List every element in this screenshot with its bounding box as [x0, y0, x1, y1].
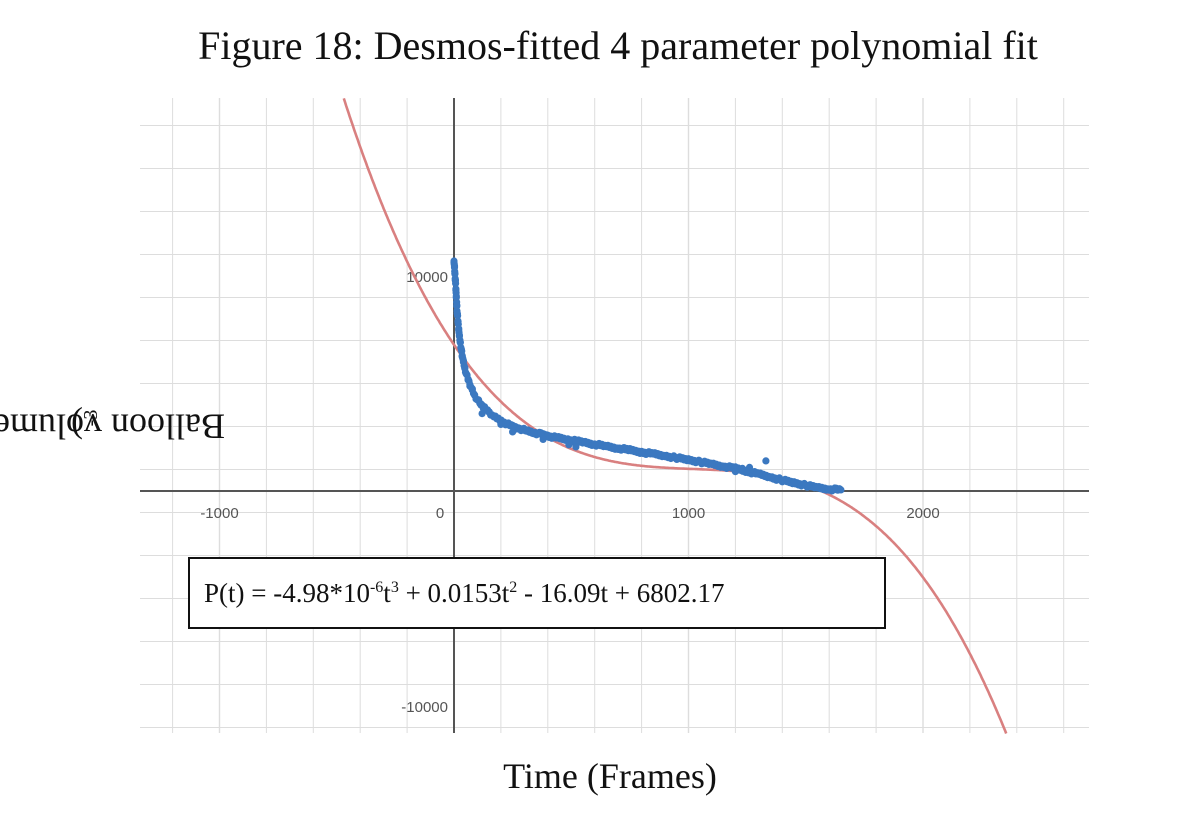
data-point — [508, 428, 517, 436]
data-point — [553, 434, 561, 442]
data-point — [708, 460, 716, 468]
data-point — [778, 476, 786, 484]
data-point — [738, 464, 747, 472]
data-point — [485, 408, 493, 417]
x-tick-label: 0 — [436, 505, 444, 522]
data-point — [755, 470, 763, 478]
data-point — [453, 302, 461, 310]
data-point — [450, 263, 459, 271]
data-point — [480, 404, 489, 412]
data-point — [813, 484, 822, 492]
data-point — [459, 358, 467, 366]
data-point — [455, 325, 463, 333]
data-point — [508, 422, 517, 431]
data-point — [497, 420, 505, 428]
equation-text: + 0.0153t — [398, 577, 510, 608]
data-point — [731, 468, 740, 476]
data-point — [468, 386, 476, 394]
data-point — [451, 270, 459, 278]
data-point — [563, 435, 571, 443]
data-point — [802, 481, 810, 489]
data-point — [626, 446, 634, 454]
axes — [140, 98, 1089, 733]
fit-curve — [342, 97, 1008, 734]
data-point — [458, 352, 466, 360]
data-point — [456, 339, 464, 347]
data-point — [572, 437, 580, 445]
data-point — [696, 458, 704, 466]
data-point — [523, 427, 531, 435]
data-point — [837, 486, 845, 494]
x-tick-label: -1000 — [200, 505, 238, 522]
equation-superscript: 2 — [509, 578, 518, 596]
data-point — [591, 440, 599, 448]
data-point — [450, 257, 458, 265]
data-point — [638, 448, 646, 456]
data-point — [602, 442, 611, 450]
data-point — [452, 285, 460, 293]
y-tick-label: -10000 — [401, 699, 448, 716]
data-point — [478, 410, 486, 418]
fit-equation: P(t) = -4.98*10-6t3 + 0.0153t2 - 16.09t … — [204, 578, 725, 609]
data-point — [516, 425, 524, 433]
data-point — [649, 450, 657, 458]
data-points-layer — [450, 257, 845, 495]
data-point — [539, 435, 547, 443]
chart-title: Figure 18: Desmos-fitted 4 parameter pol… — [198, 23, 1038, 68]
x-axis-label: Time (Frames) — [503, 756, 717, 796]
data-point — [453, 310, 461, 318]
x-tick-label: 2000 — [906, 505, 939, 522]
data-point — [762, 457, 770, 465]
x-tick-label: 1000 — [672, 505, 705, 522]
data-point — [452, 293, 460, 302]
data-point — [825, 485, 833, 493]
fit-curve-layer — [342, 97, 1008, 734]
data-point — [451, 276, 459, 284]
equation-text: P(t) = -4.98*10 — [204, 577, 370, 608]
equation-superscript: -6 — [369, 578, 384, 596]
equation-text: - 16.09t + 6802.17 — [517, 577, 725, 608]
data-point — [461, 364, 469, 372]
data-point — [684, 456, 693, 464]
equation-text: t — [383, 577, 391, 608]
data-point — [790, 479, 798, 487]
grid-lines — [140, 98, 1089, 733]
data-point — [661, 452, 669, 460]
data-point — [767, 473, 775, 481]
data-point — [745, 463, 754, 471]
data-point — [581, 439, 589, 447]
data-point — [454, 317, 462, 325]
data-point — [462, 370, 470, 378]
data-point — [530, 428, 538, 437]
data-point — [464, 375, 472, 383]
data-point — [455, 332, 463, 340]
equation-superscript: 3 — [390, 578, 399, 596]
data-point — [673, 454, 681, 462]
data-point — [457, 345, 465, 353]
data-point — [490, 413, 498, 421]
data-point — [720, 462, 728, 470]
data-point — [614, 444, 622, 452]
fit-equation-box: P(t) = -4.98*10-6t3 + 0.0153t2 - 16.09t … — [188, 557, 886, 629]
data-point — [572, 443, 580, 451]
data-point — [565, 441, 573, 449]
